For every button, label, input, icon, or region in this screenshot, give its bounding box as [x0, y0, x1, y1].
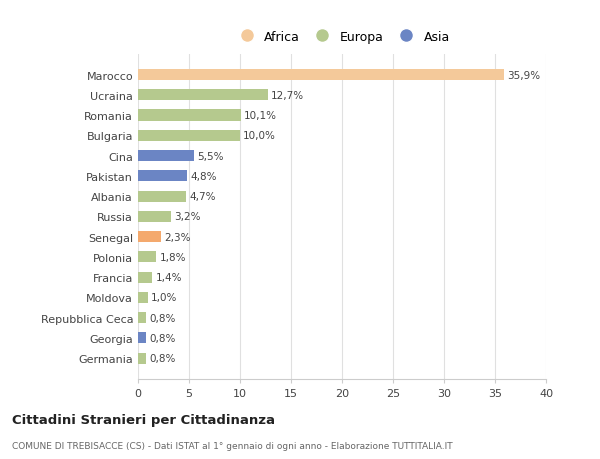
Text: 3,2%: 3,2% [174, 212, 200, 222]
Bar [138, 231, 161, 243]
Text: 1,8%: 1,8% [160, 252, 186, 262]
Text: Cittadini Stranieri per Cittadinanza: Cittadini Stranieri per Cittadinanza [12, 413, 275, 426]
Bar [138, 151, 194, 162]
Bar [138, 353, 146, 364]
Bar [138, 110, 241, 121]
Text: 0,8%: 0,8% [149, 333, 176, 343]
Text: 2,3%: 2,3% [164, 232, 191, 242]
Text: 10,0%: 10,0% [243, 131, 276, 141]
Text: 4,7%: 4,7% [189, 192, 215, 202]
Text: 1,4%: 1,4% [155, 273, 182, 283]
Bar [138, 70, 504, 81]
Bar [138, 171, 187, 182]
Text: 35,9%: 35,9% [507, 70, 541, 80]
Text: 1,0%: 1,0% [151, 293, 178, 303]
Bar [138, 211, 170, 223]
Text: 0,8%: 0,8% [149, 313, 176, 323]
Bar [138, 130, 240, 141]
Bar [138, 292, 148, 303]
Bar [138, 272, 152, 283]
Legend: Africa, Europa, Asia: Africa, Europa, Asia [229, 26, 455, 49]
Bar [138, 313, 146, 324]
Text: COMUNE DI TREBISACCE (CS) - Dati ISTAT al 1° gennaio di ogni anno - Elaborazione: COMUNE DI TREBISACCE (CS) - Dati ISTAT a… [12, 441, 452, 450]
Text: 10,1%: 10,1% [244, 111, 277, 121]
Bar [138, 90, 268, 101]
Bar [138, 252, 157, 263]
Text: 4,8%: 4,8% [190, 172, 217, 181]
Text: 5,5%: 5,5% [197, 151, 224, 161]
Text: 12,7%: 12,7% [271, 90, 304, 101]
Bar [138, 333, 146, 344]
Bar [138, 191, 186, 202]
Text: 0,8%: 0,8% [149, 353, 176, 364]
